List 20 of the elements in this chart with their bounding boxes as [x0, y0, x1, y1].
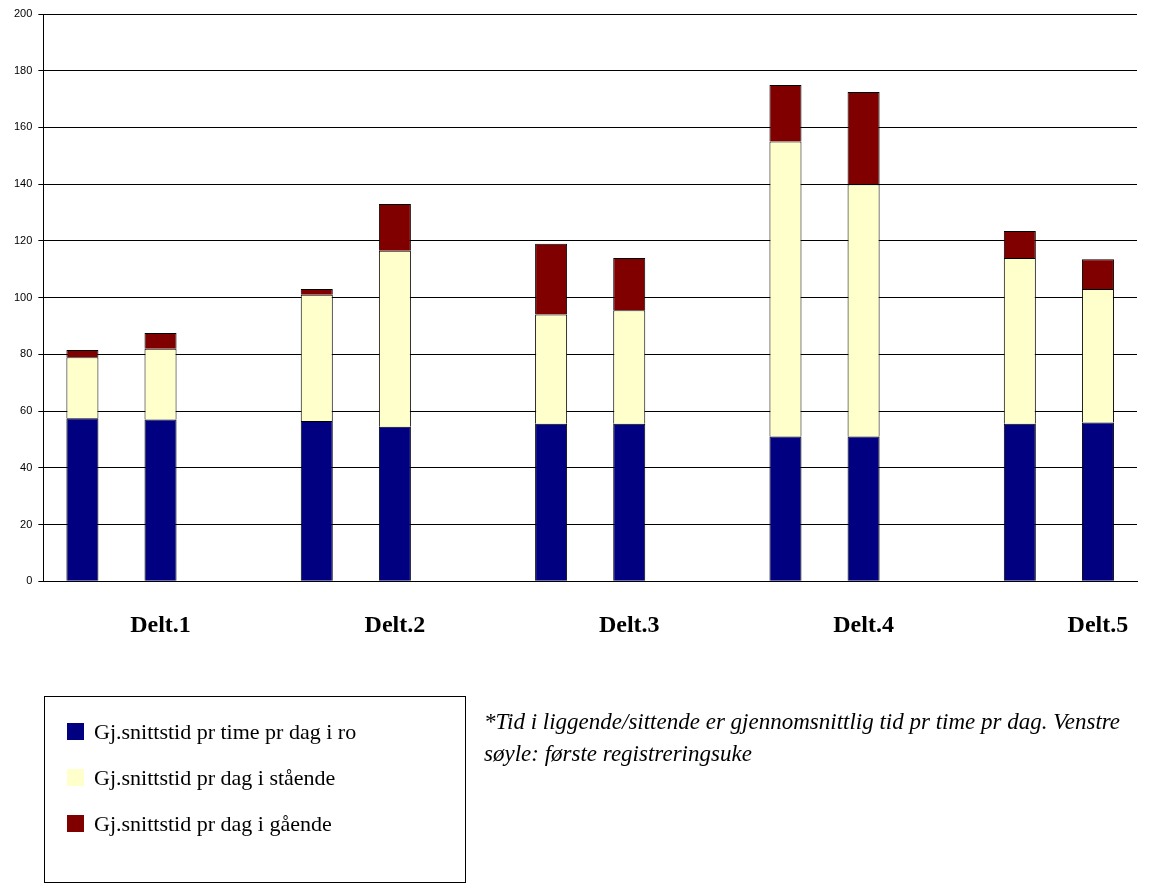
y-tick-label: 120 — [13, 233, 33, 246]
x-tick-label: Delt.1 — [130, 610, 191, 637]
y-tick-label: 100 — [13, 290, 33, 303]
y-tick-label: 60 — [20, 404, 33, 417]
y-tick-label: 180 — [13, 63, 33, 76]
x-tick-label: Delt.2 — [364, 610, 426, 637]
legend-label: Gj.snittstid pr time pr dag i ro — [94, 718, 357, 745]
text: *Tid i liggende/sittende er gjennomsnittlig tid pr time pr dag. Venstre søyle: første registreringsuke — [484, 708, 1122, 768]
y-tick-label: 40 — [20, 460, 33, 473]
y-tick-label: 0 — [26, 574, 33, 587]
legend-label: Gj.snittstid pr dag i gående — [94, 810, 332, 837]
y-tick-label: 140 — [13, 177, 33, 190]
x-tick-label: Delt.3 — [598, 610, 660, 637]
y-tick-label: 20 — [20, 517, 33, 530]
y-tick-label: 200 — [13, 7, 33, 20]
y-tick-label: 80 — [20, 347, 33, 360]
x-tick-label: Delt.5 — [1067, 610, 1129, 637]
legend-label: Gj.snittstid pr dag i stående — [94, 764, 336, 791]
x-tick-label: Delt.4 — [833, 610, 894, 637]
y-tick-label: 160 — [13, 120, 33, 133]
